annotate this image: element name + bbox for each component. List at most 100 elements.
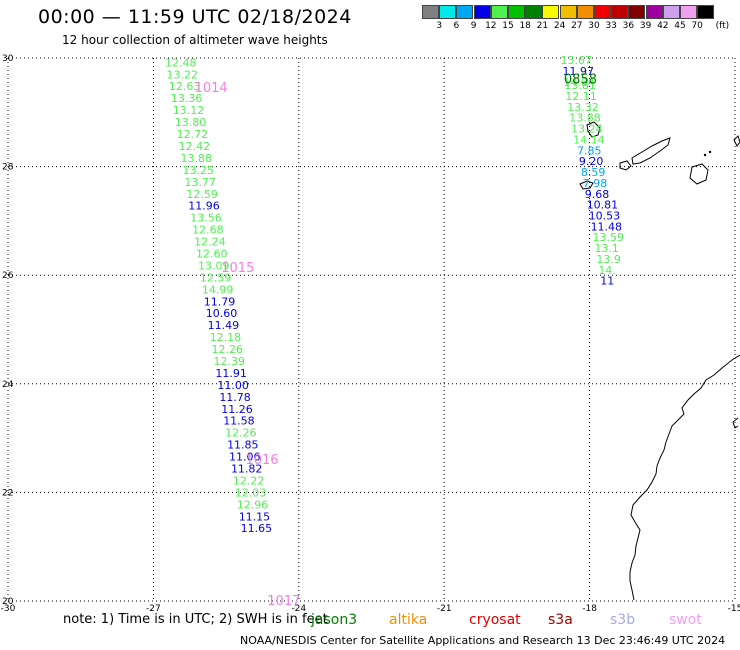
wave-height-value: 13.22 [166,68,198,81]
wave-height-value: 11.00 [217,379,249,392]
colorbar-unit: (ft) [715,21,730,31]
wave-height-value: 11.49 [208,319,240,332]
wave-height-value: 9.20 [579,155,604,168]
colorbar-label: 18 [519,21,531,31]
wave-height-value: 13.59 [593,231,625,244]
colorbar-label: 42 [657,21,669,31]
colorbar-label: 24 [553,21,566,31]
colorbar-label: 33 [605,21,617,31]
wave-height-value: 7.98 [583,177,608,190]
el-hierro-island [579,180,594,190]
colorbar-swatch [490,5,508,19]
wave-height-value: 13.12 [173,104,205,117]
wave-height-value: 11.26 [221,403,253,416]
wave-height-value: 13.88 [181,152,213,165]
wave-height-value: 12.26 [225,427,257,440]
wave-height-value: 11.91 [215,367,247,380]
wave-height-value: 10.60 [206,307,238,320]
x-tick-label: -21 [437,604,452,614]
wave-height-value: 12.59 [200,271,232,284]
la-palma-island [586,121,601,138]
landmass-layer [579,121,740,601]
wave-height-value: 12.68 [192,224,224,237]
colorbar-label: 30 [588,21,600,31]
colorbar-label: 36 [622,21,635,31]
wave-height-value: 13.80 [175,116,207,129]
wave-height-value: 13.67 [561,54,593,67]
wave-height-value: 8.59 [581,166,606,179]
wave-height-value: 11.65 [241,522,273,535]
colorbar-label: 9 [470,21,477,31]
axis-tick-labels: -30 -27 -24 -21 -18 -15 30 28 26 24 22 20 [1,54,740,614]
wave-height-value: 11.06 [229,451,261,464]
colorbar-swatch [611,5,629,19]
colorbar-swatch [456,5,474,19]
x-tick-label: -27 [146,604,161,614]
wave-height-value: 12.42 [179,140,211,153]
colorbar-label: 21 [536,21,549,31]
wave-height-value: 13.36 [171,92,203,105]
y-tick-label: 24 [2,380,14,390]
wave-height-value: 14.04 [563,76,595,89]
pass-time-label: 1014 [195,81,228,96]
colorbar-swatch [439,5,457,19]
legend-item-s3b: s3b [610,612,636,628]
wave-height-value: 11.96 [188,200,220,213]
y-tick-label: 22 [2,488,13,498]
colorbar-swatch [422,5,439,19]
wave-height-value: 14.14 [573,133,605,146]
colorbar-swatch [662,5,680,19]
wave-height-value: 13.9 [596,253,621,266]
legend-item-s3a: s3a [548,612,573,628]
page-title: 00:00 — 11:59 UTC 02/18/2024 [38,6,352,28]
wave-height-value: 12.72 [177,128,209,141]
la-gomera-island [619,160,632,171]
island-marker [703,153,707,157]
colorbar-label: 45 [674,21,686,31]
wave-height-value: 12.24 [194,236,226,249]
y-tick-label: 28 [2,163,14,173]
pass-time-label: 1015 [221,261,254,276]
altimeter-track-east: 13.6711.9714.0413.8112.1113.3213.8813.24… [561,54,624,287]
cape-blanc-outline [732,417,739,429]
wave-height-value: 11.58 [223,415,255,428]
wave-height-value: 10.81 [587,199,619,212]
wave-height-value: 12.22 [233,474,264,487]
wave-height-value: 14. [598,264,616,277]
x-tick-label: -15 [728,604,740,614]
wave-height-value: 12.18 [210,331,242,344]
map-grid [7,57,736,602]
wave-height-value: 13.1 [594,242,619,255]
y-tick-label: 30 [2,54,14,64]
wave-height-value: 13.56 [190,212,222,225]
colorbar-swatch [525,5,543,19]
colorbar-swatch [576,5,594,19]
x-tick-label: -30 [1,604,16,614]
legend-item-altika: altika [389,612,428,628]
wave-height-value: 12.96 [237,498,269,511]
x-tick-label: -24 [291,604,306,614]
colorbar-swatch [559,5,577,19]
wave-height-value: 12.59 [186,188,218,201]
wave-height-value: 13.77 [184,176,216,189]
wave-height-value: 13.25 [182,164,214,177]
colorbar-label: 15 [502,21,514,31]
colorbar-swatch [628,5,646,19]
wave-height-value: 12.48 [165,56,197,69]
wave-height-value: 12.60 [196,247,228,260]
colorbar-swatch [542,5,560,19]
legend-item-cryosat: cryosat [469,612,521,628]
wave-height-value: 7.85 [577,144,602,157]
colorbar-swatch [645,5,663,19]
wave-height-value: 12.03 [235,486,267,499]
island-marker [708,150,712,154]
wave-height-value: 12.11 [565,90,597,103]
wave-height-value: 9.68 [585,188,610,201]
wave-height-value: 10.53 [589,209,621,222]
wave-height-value: 13.88 [569,112,601,125]
wave-height-value: 11.85 [227,439,259,452]
wave-height-value: 14.99 [202,283,234,296]
wave-height-value: 12.26 [212,343,244,356]
colorbar-label: 12 [485,21,497,31]
